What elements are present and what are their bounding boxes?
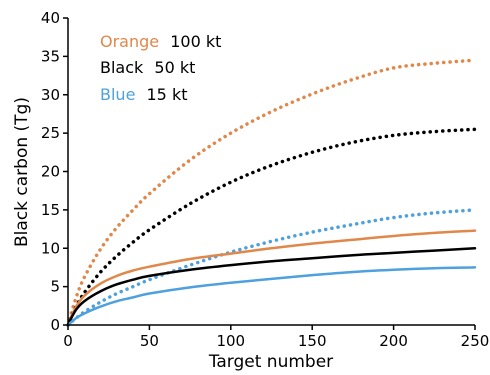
x-tick-label: 0 xyxy=(63,332,73,350)
y-tick-label: 5 xyxy=(50,278,60,296)
legend-yield: 100 kt xyxy=(170,32,221,51)
y-tick-label: 30 xyxy=(41,86,60,104)
x-tick-label: 250 xyxy=(461,332,490,350)
y-tick-label: 0 xyxy=(50,316,60,334)
legend: Orange 100 kt Black 50 kt Blue 15 kt xyxy=(100,32,221,104)
y-tick-label: 35 xyxy=(41,47,60,65)
ticks-layer: 0 5 10 15 20 25 30 35 40 0 50 100 150 200 250 xyxy=(41,9,489,350)
y-tick-label: 20 xyxy=(41,163,60,181)
x-axis-title: Target number xyxy=(208,352,333,372)
series-line-1 xyxy=(66,58,477,327)
y-tick-label: 10 xyxy=(41,239,60,257)
legend-entry-blue: Blue 15 kt xyxy=(100,85,187,104)
series-line-6 xyxy=(66,266,477,327)
legend-color-word: Blue xyxy=(100,85,135,104)
legend-color-word: Black xyxy=(100,58,144,77)
series-layer xyxy=(66,58,477,327)
x-tick-label: 50 xyxy=(140,332,159,350)
series-line-4 xyxy=(66,229,477,327)
legend-yield: 50 kt xyxy=(154,58,195,77)
series-line-2 xyxy=(66,127,477,327)
legend-yield: 15 kt xyxy=(147,85,188,104)
y-tick-label: 40 xyxy=(41,9,60,27)
x-tick-label: 150 xyxy=(298,332,327,350)
x-tick-label: 200 xyxy=(379,332,408,350)
x-tick-label: 100 xyxy=(216,332,245,350)
y-axis-title: Black carbon (Tg) xyxy=(12,97,32,247)
legend-color-word: Orange xyxy=(100,32,159,51)
legend-entry-black: Black 50 kt xyxy=(100,58,195,77)
legend-entry-orange: Orange 100 kt xyxy=(100,32,221,51)
y-tick-label: 25 xyxy=(41,124,60,142)
y-tick-label: 15 xyxy=(41,201,60,219)
series-line-3 xyxy=(66,208,477,327)
series-line-5 xyxy=(66,247,477,327)
